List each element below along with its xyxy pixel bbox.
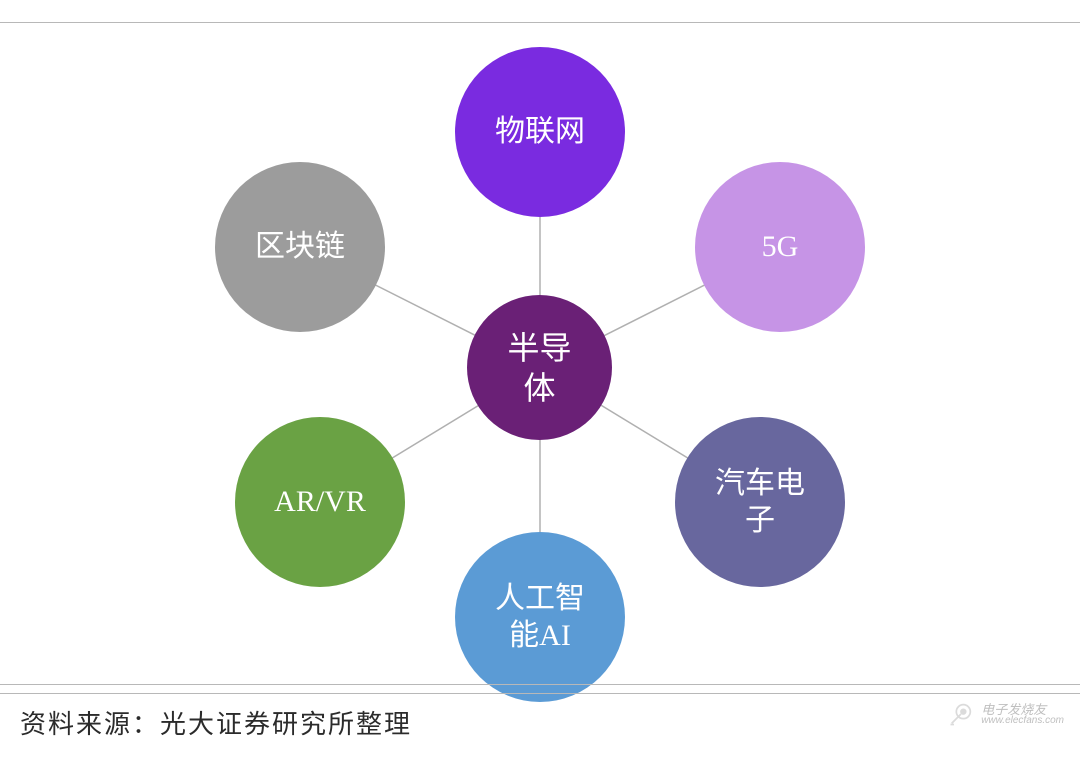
node-label: 半导体 xyxy=(507,328,571,408)
watermark-icon xyxy=(947,700,975,728)
divider-bottom-2 xyxy=(0,693,1080,694)
source-citation: 资料来源：光大证券研究所整理 xyxy=(20,704,412,741)
watermark: 电子发烧友 www.elecfans.com xyxy=(947,700,1064,728)
node-iot: 物联网 xyxy=(455,47,625,217)
node-blockchain: 区块链 xyxy=(215,162,385,332)
node-auto: 汽车电子 xyxy=(675,417,845,587)
watermark-cn: 电子发烧友 xyxy=(981,703,1064,716)
node-label: AR/VR xyxy=(274,483,366,521)
watermark-text: 电子发烧友 www.elecfans.com xyxy=(981,703,1064,726)
node-label: 人工智能AI xyxy=(495,580,585,655)
node-ai: 人工智能AI xyxy=(455,532,625,702)
node-label: 物联网 xyxy=(495,113,585,151)
watermark-en: www.elecfans.com xyxy=(981,716,1064,726)
divider-bottom-1 xyxy=(0,684,1080,685)
node-label: 汽车电子 xyxy=(715,465,805,540)
node-label: 5G xyxy=(762,228,799,266)
hub-diagram: 物联网 5G 汽车电子 人工智能AI AR/VR 区块链 半导体 xyxy=(0,22,1080,684)
node-arvr: AR/VR xyxy=(235,417,405,587)
node-center: 半导体 xyxy=(467,295,612,440)
node-label: 区块链 xyxy=(255,228,345,266)
node-5g: 5G xyxy=(695,162,865,332)
